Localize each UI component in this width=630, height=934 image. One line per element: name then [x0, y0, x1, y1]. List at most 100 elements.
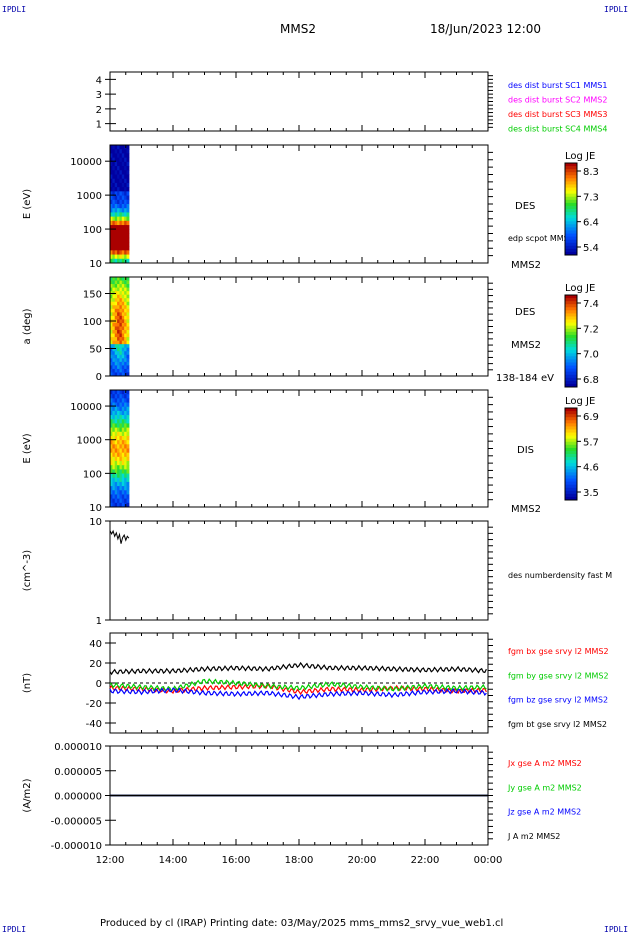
colorbar-step — [565, 454, 577, 458]
colorbar-step — [565, 475, 577, 480]
spectrogram-cell — [112, 415, 116, 420]
spectrogram-cell — [124, 291, 128, 296]
spectrogram-cell — [114, 427, 118, 433]
spectrogram-cell — [124, 469, 128, 475]
series-label: fgm by gse srvy l2 MMS2 — [508, 671, 609, 680]
colorbar-step — [565, 441, 577, 446]
spectrogram-cell — [124, 301, 128, 306]
spectrogram-cell — [117, 161, 120, 167]
y-tick-label: 100 — [83, 225, 102, 236]
colorbar-frame — [564, 407, 578, 501]
spectrogram-cell — [117, 277, 120, 282]
corner-label-top-left: IPDLI — [2, 5, 27, 14]
spectrogram-cell — [110, 481, 113, 487]
spectrogram-cell — [110, 315, 113, 320]
spectrogram-cell — [112, 330, 116, 335]
spectrogram-cell — [110, 415, 113, 420]
spectrogram-cell — [119, 365, 123, 370]
spectrogram-cell — [117, 308, 120, 313]
spectrogram-cell — [114, 298, 118, 303]
spectrogram-cell — [124, 199, 128, 205]
spectrogram-cell — [110, 280, 113, 285]
spectrogram-cell — [117, 204, 120, 209]
colorbar-step — [565, 319, 577, 324]
colorbar-step — [565, 310, 577, 314]
spectrogram-cell — [114, 469, 118, 475]
spectrogram-cell — [124, 481, 128, 487]
spectrogram-cell — [114, 191, 118, 197]
spectrogram-cell — [119, 337, 123, 342]
spectrogram-cell — [112, 153, 116, 159]
spectrogram-cell — [119, 208, 123, 213]
spectrogram-cell — [126, 301, 130, 306]
spectrogram-cell — [110, 452, 113, 458]
spectrogram-cell — [112, 294, 116, 299]
y-tick-label: 50 — [89, 345, 102, 356]
spectrogram-cell — [121, 294, 125, 299]
spectrogram-cell — [121, 250, 125, 256]
spectrogram-cell — [112, 365, 116, 370]
spectrogram-cell — [117, 212, 120, 218]
series-label: Jy gse A m2 MMS2 — [507, 783, 582, 792]
spectrogram-cell — [119, 284, 123, 289]
colorbar-step — [565, 215, 577, 219]
panel-label: DES — [515, 201, 535, 212]
spectrogram-cell — [121, 204, 125, 209]
colorbar-step — [565, 304, 577, 308]
spectrogram-cell — [114, 225, 118, 230]
spectrogram-cell — [117, 340, 120, 345]
y-tick-label: 0 — [96, 679, 102, 690]
spectrogram-cell — [119, 494, 123, 500]
spectrogram-cell — [117, 149, 120, 154]
panel-frame-0 — [109, 71, 489, 132]
spectrogram-cell — [110, 258, 113, 264]
spectrogram-cell — [112, 427, 116, 433]
series-label: J A m2 MMS2 — [507, 832, 560, 841]
spectrogram-cell — [110, 330, 113, 335]
spectrogram-cell — [110, 465, 113, 470]
spectrogram-cell — [117, 394, 120, 399]
spectrogram-cell — [112, 344, 116, 349]
spectrogram-cell — [124, 149, 128, 154]
spectrogram-cell — [110, 337, 113, 342]
spectrogram-cell — [110, 351, 113, 356]
colorbar-step — [565, 353, 577, 357]
corner-label-bottom-right: IPDLI — [604, 925, 629, 934]
spectrogram-cell — [112, 486, 116, 491]
spectrogram-cell — [119, 312, 123, 317]
colorbar-tick-label: 6.8 — [583, 375, 599, 386]
spectrogram-cell — [121, 361, 125, 366]
colorbar-step — [565, 411, 577, 415]
spectrogram-cell — [117, 427, 120, 433]
spectrogram-cell — [121, 431, 125, 437]
spectrogram-cell — [114, 246, 118, 251]
spectrogram-cell — [121, 178, 125, 184]
colorbar-step — [565, 307, 577, 311]
spectrogram-cell — [112, 461, 116, 466]
spectrogram-cell — [110, 277, 113, 282]
spectrogram-cell — [126, 322, 130, 327]
spectrogram-cell — [119, 153, 123, 159]
y-tick-label: 10 — [89, 259, 102, 270]
spectrogram-cell — [112, 191, 116, 197]
colorbar-step — [565, 169, 577, 173]
spectrogram-cell — [112, 287, 116, 292]
spectrogram-cell — [119, 212, 123, 218]
spectrogram-cell — [126, 435, 130, 441]
spectrogram-cell — [112, 361, 116, 366]
spectrogram-cell — [126, 208, 130, 213]
spectrogram-cell — [119, 237, 123, 243]
spectrogram-cell — [114, 486, 118, 491]
spectrogram-cell — [121, 340, 125, 345]
colorbar-step — [565, 227, 577, 231]
spectrogram-cell — [114, 358, 118, 363]
spectrogram-cell — [126, 494, 130, 500]
spectrogram-cell — [121, 199, 125, 205]
spectrogram-cell — [124, 452, 128, 458]
colorbar-step — [565, 233, 577, 238]
spectrogram-cell — [124, 337, 128, 342]
spectrogram-cell — [121, 358, 125, 363]
colorbar-tick-label: 7.0 — [583, 350, 599, 361]
spectrogram-cell — [110, 212, 113, 218]
spectrogram-cell — [124, 208, 128, 213]
